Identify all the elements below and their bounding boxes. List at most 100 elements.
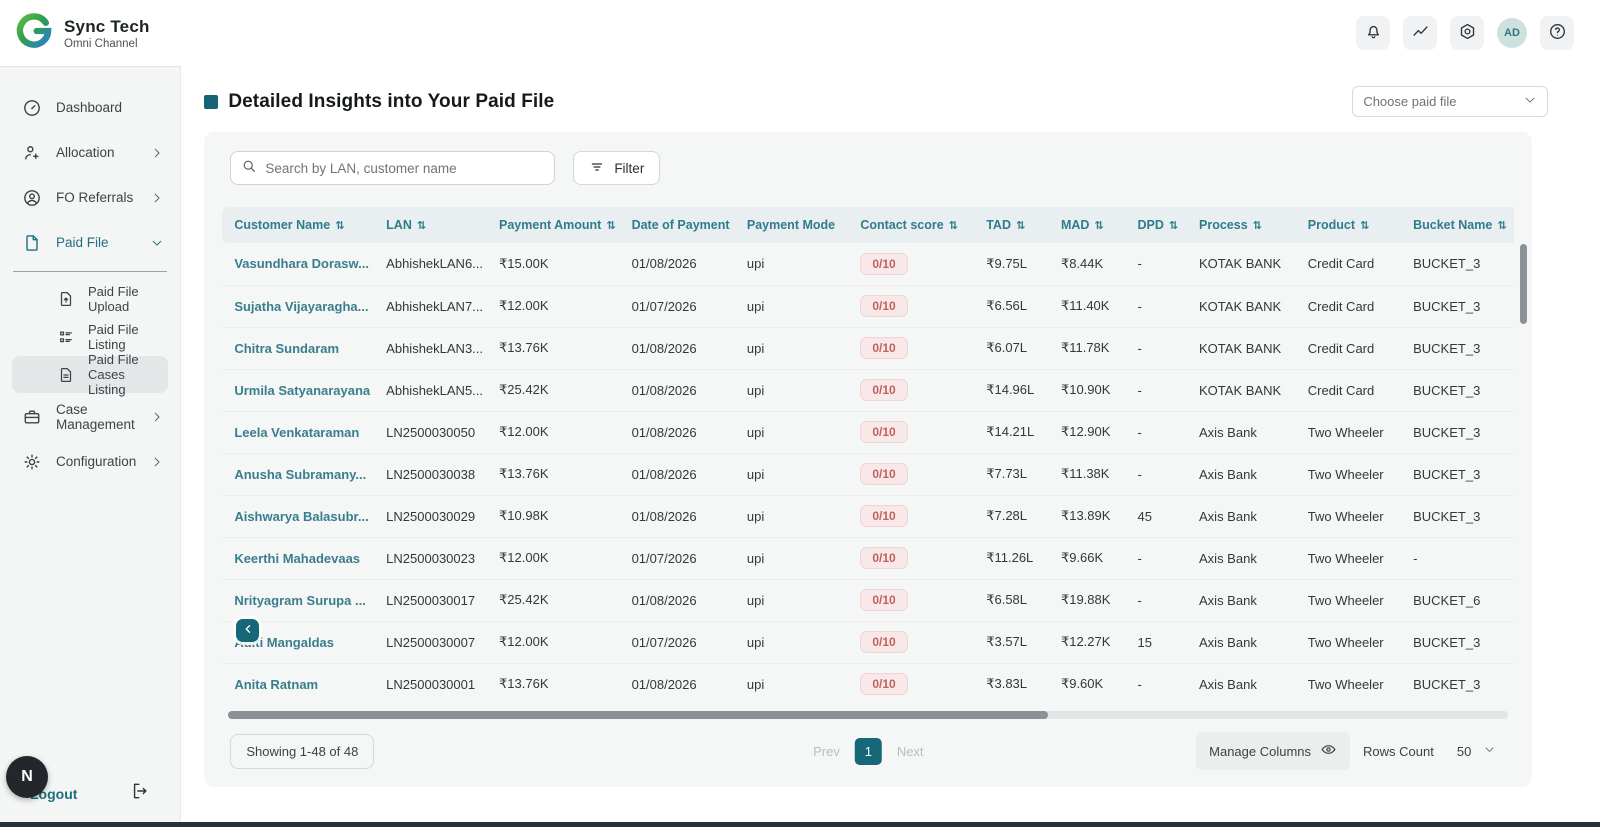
customer-name-link[interactable]: Anusha Subramany... <box>234 466 367 482</box>
column-header-customer-name[interactable]: Customer Name ⇅ <box>222 207 377 243</box>
cell-dpd: 15 <box>1127 621 1190 664</box>
cell-tad: ₹14.96L <box>976 369 1051 412</box>
cell-date: 01/07/2026 <box>621 537 737 580</box>
sidebar-item-configuration[interactable]: Configuration <box>0 439 180 484</box>
sidebar-item-paid-file-cases-listing[interactable]: Paid File Cases Listing <box>12 352 169 397</box>
column-header-lan[interactable]: LAN ⇅ <box>376 207 490 243</box>
manage-columns-button[interactable]: Manage Columns <box>1196 732 1351 770</box>
table-row[interactable]: Leela Venkataraman LN2500030050 ₹12.00K 01/… <box>222 411 1515 454</box>
vertical-scrollbar[interactable] <box>1520 244 1528 324</box>
cell-date: 01/07/2026 <box>621 621 737 664</box>
help-button[interactable] <box>1540 16 1574 50</box>
cell-score: 0/10 <box>850 327 977 370</box>
sidebar-item-dashboard[interactable]: Dashboard <box>0 85 180 130</box>
cell-dpd: 45 <box>1127 495 1190 538</box>
cell-dpd: - <box>1127 537 1190 580</box>
customer-name-link[interactable]: Nrityagram Surupa ... <box>234 592 366 608</box>
column-header-bucket-name[interactable]: Bucket Name ⇅ <box>1403 207 1515 243</box>
customer-name-link[interactable]: Leela Venkataraman <box>234 424 360 440</box>
column-header-contact-score[interactable]: Contact score ⇅ <box>850 207 977 243</box>
cell-amount: ₹15.00K <box>489 243 622 286</box>
table-row[interactable]: Sujatha Vijayaragha... AbhishekLAN7... ₹12… <box>222 285 1515 328</box>
table-row[interactable]: Urmila Satyanarayana AbhishekLAN5... ₹25.4… <box>222 369 1515 412</box>
sidebar-item-case-management[interactable]: Case Management <box>0 394 180 439</box>
sidebar-item-label: Paid File Upload <box>88 283 139 314</box>
floating-n-badge[interactable]: N <box>6 756 48 798</box>
cell-dpd: - <box>1127 579 1190 622</box>
sort-icon[interactable]: ⇅ <box>606 220 616 232</box>
customer-name-link[interactable]: Aditi Mangaldas <box>234 634 334 650</box>
customer-name-link[interactable]: Sujatha Vijayaragha... <box>234 298 369 314</box>
cell-score: 0/10 <box>850 243 977 286</box>
sidebar-item-fo-referrals[interactable]: FO Referrals <box>0 175 180 220</box>
cell-amount: ₹13.76K <box>489 453 622 496</box>
notifications-button[interactable] <box>1356 16 1390 50</box>
settings-button[interactable] <box>1450 16 1484 50</box>
paid-file-card: Filter Customer Name⇅LAN⇅Payment Amount⇅… <box>204 132 1533 787</box>
sort-icon[interactable]: ⇅ <box>1015 220 1026 232</box>
sidebar-nav: Dashboard Allocation FO Referrals Paid File… <box>0 85 180 484</box>
next-page-button[interactable]: Next <box>896 743 924 759</box>
customer-name-link[interactable]: Urmila Satyanarayana <box>234 382 371 398</box>
table-row[interactable]: Aishwarya Balasubr... LN2500030029 ₹10.98K… <box>222 495 1515 538</box>
table-row[interactable]: Anusha Subramany... LN2500030038 ₹13.76K 01… <box>222 453 1515 496</box>
customer-name-link[interactable]: Vasundhara Dorasw... <box>234 256 369 272</box>
filter-button[interactable]: Filter <box>573 151 661 185</box>
sidebar-item-paid-file[interactable]: Paid File <box>0 220 180 265</box>
search-input[interactable] <box>265 160 545 176</box>
sidebar-item-paid-file-upload[interactable]: Paid File Upload <box>12 280 168 317</box>
customer-name-link[interactable]: Anita Ratnam <box>234 676 319 692</box>
table-settings: Manage Columns Rows Count 50 <box>1196 732 1506 770</box>
cell-name: Urmila Satyanarayana <box>222 369 377 412</box>
rows-count-select[interactable]: 50 <box>1447 736 1506 766</box>
cell-name: Keerthi Mahadevaas <box>222 537 377 580</box>
cell-product: Two Wheeler <box>1297 453 1404 496</box>
horizontal-scrollbar-thumb[interactable] <box>228 711 1048 719</box>
sort-icon[interactable]: ⇅ <box>1497 220 1507 232</box>
sort-icon[interactable]: ⇅ <box>1360 220 1370 232</box>
customer-name-link[interactable]: Keerthi Mahadevaas <box>234 550 361 566</box>
cell-process: KOTAK BANK <box>1189 369 1298 412</box>
cell-mad: ₹12.90K <box>1050 411 1128 454</box>
customer-name-link[interactable]: Chitra Sundaram <box>234 340 340 356</box>
sort-icon[interactable]: ⇅ <box>1168 220 1179 232</box>
table-row[interactable]: Vasundhara Dorasw... AbhishekLAN6... ₹15.0… <box>222 243 1515 286</box>
user-avatar[interactable]: AD <box>1497 18 1527 48</box>
sort-icon[interactable]: ⇅ <box>948 220 958 232</box>
column-header-dpd[interactable]: DPD ⇅ <box>1127 207 1190 243</box>
contact-score-badge: 0/10 <box>860 547 908 569</box>
sidebar-item-allocation[interactable]: Allocation <box>0 130 180 175</box>
cell-mode: upi <box>736 327 851 370</box>
current-page-button[interactable]: 1 <box>854 737 882 765</box>
table-row[interactable]: Aditi Mangaldas LN2500030007 ₹12.00K 01/07/… <box>222 621 1515 664</box>
analytics-button[interactable] <box>1403 16 1437 50</box>
sort-icon[interactable]: ⇅ <box>1094 220 1104 232</box>
cell-mode: upi <box>736 621 851 664</box>
table-row[interactable]: Keerthi Mahadevaas LN2500030023 ₹12.00K 01/… <box>222 537 1515 580</box>
column-header-mad[interactable]: MAD ⇅ <box>1050 207 1128 243</box>
table-row[interactable]: Nrityagram Surupa ... LN2500030017 ₹25.42K… <box>222 579 1515 622</box>
sort-icon[interactable]: ⇅ <box>1252 220 1262 232</box>
chevron-down-icon <box>150 236 164 250</box>
sort-icon[interactable]: ⇅ <box>416 220 427 232</box>
cell-amount: ₹12.00K <box>489 621 622 664</box>
column-header-payment-amount[interactable]: Payment Amount ⇅ <box>489 207 622 243</box>
paid-file-select[interactable]: Choose paid file <box>1352 86 1549 117</box>
table-row[interactable]: Chitra Sundaram AbhishekLAN3... ₹13.76K 01/… <box>222 327 1515 370</box>
table-row[interactable]: Anita Ratnam LN2500030001 ₹13.76K 01/08/202… <box>222 663 1514 705</box>
cell-date: 01/08/2026 <box>621 495 737 538</box>
sidebar-item-paid-file-listing[interactable]: Paid File Listing <box>12 318 168 355</box>
sort-icon[interactable]: ⇅ <box>335 220 345 232</box>
logout-icon[interactable] <box>130 781 150 806</box>
cell-lan: AbhishekLAN3... <box>376 327 490 370</box>
contact-score-badge: 0/10 <box>860 589 908 611</box>
cell-process: KOTAK BANK <box>1189 285 1298 328</box>
prev-page-button[interactable]: Prev <box>813 743 840 759</box>
sidebar-collapse-button[interactable] <box>236 619 259 642</box>
column-header-tad[interactable]: TAD ⇅ <box>976 207 1051 243</box>
sidebar-item-label: FO Referrals <box>56 190 134 205</box>
brand: Sync Tech Omni Channel <box>14 11 150 56</box>
customer-name-link[interactable]: Aishwarya Balasubr... <box>234 508 369 524</box>
column-header-product[interactable]: Product ⇅ <box>1297 207 1404 243</box>
column-header-process[interactable]: Process ⇅ <box>1189 207 1298 243</box>
